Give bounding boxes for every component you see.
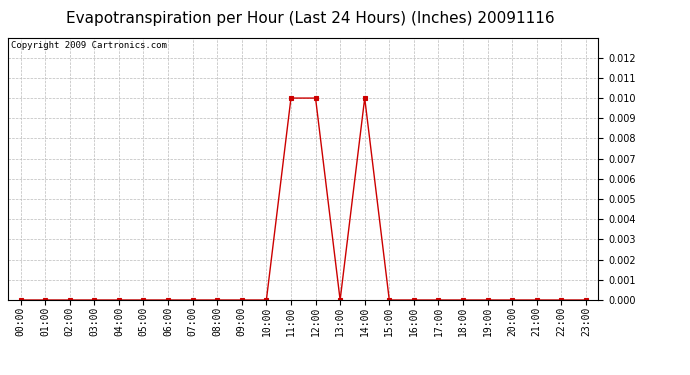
Text: Copyright 2009 Cartronics.com: Copyright 2009 Cartronics.com: [11, 42, 167, 51]
Text: Evapotranspiration per Hour (Last 24 Hours) (Inches) 20091116: Evapotranspiration per Hour (Last 24 Hou…: [66, 11, 555, 26]
